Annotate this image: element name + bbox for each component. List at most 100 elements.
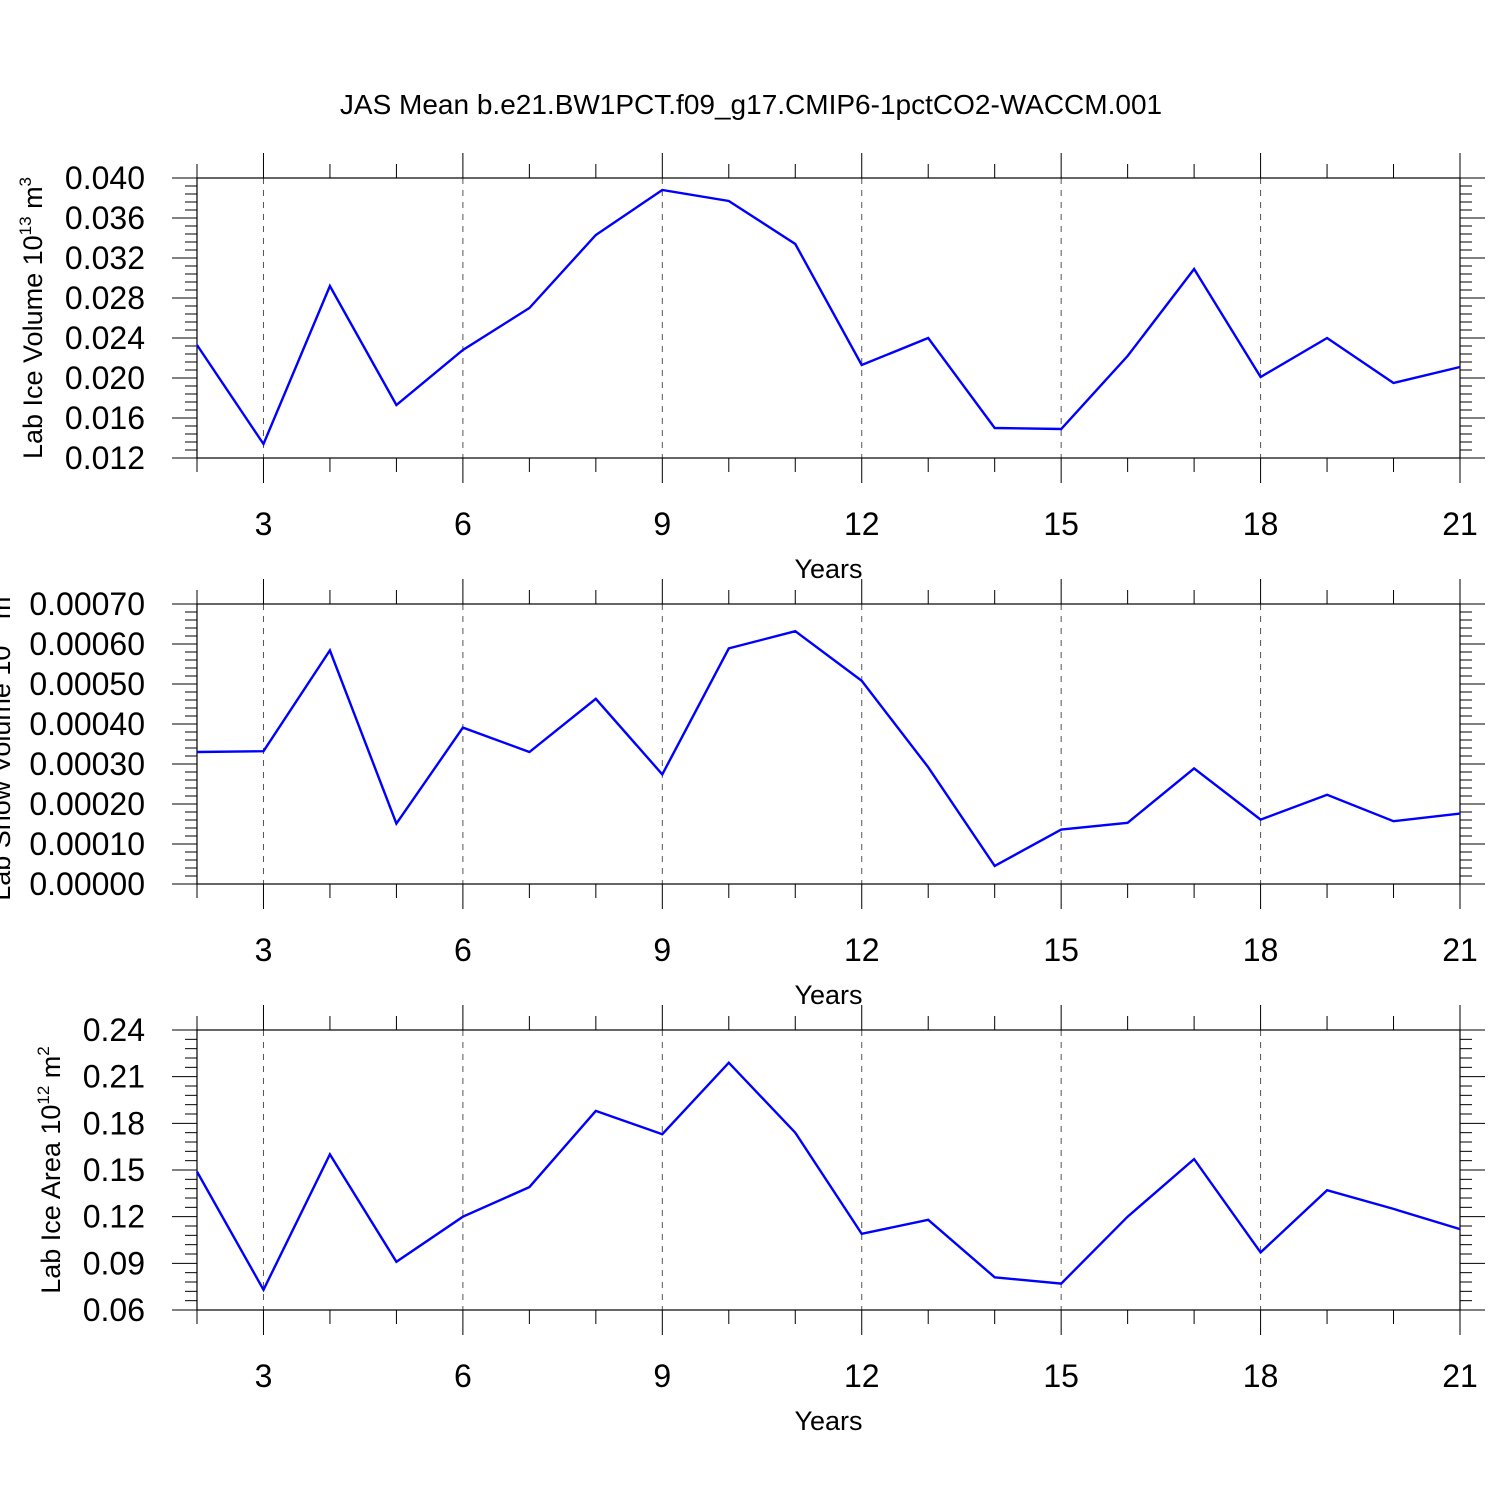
data-point [1458, 1227, 1462, 1231]
data-point [1126, 821, 1130, 825]
data-point [660, 772, 664, 776]
plot-frame [196, 603, 1461, 885]
data-point [328, 284, 332, 288]
y-tick-label: 0.12 [83, 1199, 145, 1235]
x-tick-label: 18 [1243, 506, 1279, 542]
y-tick-label: 0.016 [65, 400, 145, 436]
data-point [195, 750, 199, 754]
data-point [328, 1152, 332, 1156]
data-point [527, 750, 531, 754]
x-tick-label: 6 [454, 506, 472, 542]
data-point [1259, 375, 1263, 379]
data-point [594, 233, 598, 237]
y-tick-label: 0.028 [65, 280, 145, 316]
data-point [195, 1170, 199, 1174]
data-point [926, 765, 930, 769]
data-point [1259, 818, 1263, 822]
y-tick-label: 0.00000 [29, 866, 145, 902]
data-point [660, 1132, 664, 1136]
data-point [1392, 1207, 1396, 1211]
data-point [394, 403, 398, 407]
data-point [993, 864, 997, 868]
data-point [1325, 336, 1329, 340]
data-point [1392, 819, 1396, 823]
data-point [328, 648, 332, 652]
data-point [926, 336, 930, 340]
x-tick-label: 12 [844, 932, 880, 968]
x-tick-label: 3 [255, 506, 273, 542]
data-point [727, 646, 731, 650]
x-tick-label: 3 [255, 932, 273, 968]
data-point [394, 1260, 398, 1264]
x-tick-label: 6 [454, 1358, 472, 1394]
y-axis-title: Lab Ice Volume 1013 m3 [16, 177, 48, 459]
data-point [860, 363, 864, 367]
data-point [594, 697, 598, 701]
data-point [727, 199, 731, 203]
x-tick-label: 21 [1442, 506, 1478, 542]
data-point [1059, 427, 1063, 431]
x-tick-label: 6 [454, 932, 472, 968]
x-tick-label: 18 [1243, 932, 1279, 968]
data-point [926, 1218, 930, 1222]
y-tick-label: 0.040 [65, 160, 145, 196]
data-point [793, 242, 797, 246]
data-point [261, 749, 265, 753]
data-point [1458, 812, 1462, 816]
x-tick-label: 21 [1442, 1358, 1478, 1394]
x-tick-label: 12 [844, 1358, 880, 1394]
data-point [860, 679, 864, 683]
y-tick-label: 0.012 [65, 440, 145, 476]
data-point [1126, 1215, 1130, 1219]
data-point [993, 1275, 997, 1279]
data-point [993, 426, 997, 430]
x-tick-label: 9 [653, 1358, 671, 1394]
data-point [261, 442, 265, 446]
y-tick-label: 0.21 [83, 1059, 145, 1095]
chart-panel-1: 3 6 9 12 15 18 21 0.012 0.016 0.020 0.024 0.028 0.03… [16, 153, 1485, 584]
y-tick-label: 0.032 [65, 240, 145, 276]
y-tick-label: 0.00010 [29, 826, 145, 862]
x-tick-label: 3 [255, 1358, 273, 1394]
x-axis-title: Years [794, 554, 862, 584]
data-point [527, 306, 531, 310]
x-tick-label: 21 [1442, 932, 1478, 968]
plot-frame [196, 177, 1461, 459]
x-tick-label: 15 [1043, 506, 1079, 542]
x-tick-label: 9 [653, 932, 671, 968]
data-point [594, 1109, 598, 1113]
y-tick-label: 0.06 [83, 1292, 145, 1328]
data-point [1192, 766, 1196, 770]
y-axis-title: Lab Snow Volume 1013 m3 [0, 587, 16, 901]
x-tick-label: 15 [1043, 932, 1079, 968]
y-tick-label: 0.024 [65, 320, 145, 356]
series-line [195, 1060, 1461, 1293]
data-point [1325, 1188, 1329, 1192]
y-tick-label: 0.15 [83, 1152, 145, 1188]
data-point [1259, 1250, 1263, 1254]
data-point [860, 1232, 864, 1236]
y-tick-label: 0.020 [65, 360, 145, 396]
y-tick-label: 0.00060 [29, 626, 145, 662]
data-point [1059, 828, 1063, 832]
data-point [1458, 365, 1462, 369]
data-point [1126, 354, 1130, 358]
series-line [196, 629, 1461, 868]
y-tick-label: 0.00070 [29, 586, 145, 622]
data-point [1192, 1157, 1196, 1161]
chart-panel-2: 3 6 9 12 15 18 21 0.00000 0.00010 0.00020 0.00030 0… [0, 579, 1485, 1010]
data-point [527, 1185, 531, 1189]
figure-title: JAS Mean b.e21.BW1PCT.f09_g17.CMIP6-1pct… [340, 89, 1162, 120]
y-axis-title: Lab Ice Area 1012 m2 [34, 1046, 66, 1294]
data-point [793, 629, 797, 633]
y-tick-label: 0.00020 [29, 786, 145, 822]
y-tick-label: 0.036 [65, 200, 145, 236]
data-point [1192, 267, 1196, 271]
x-tick-label: 15 [1043, 1358, 1079, 1394]
data-point [660, 188, 664, 192]
data-point [1325, 793, 1329, 797]
data-point [1392, 381, 1396, 385]
data-point [461, 348, 465, 352]
series-line [196, 188, 1461, 447]
chart-panel-3: 3 6 9 12 15 18 21 0.06 0.09 0.12 0.15 0.18 0.21 0.24 Y… [34, 1005, 1485, 1436]
